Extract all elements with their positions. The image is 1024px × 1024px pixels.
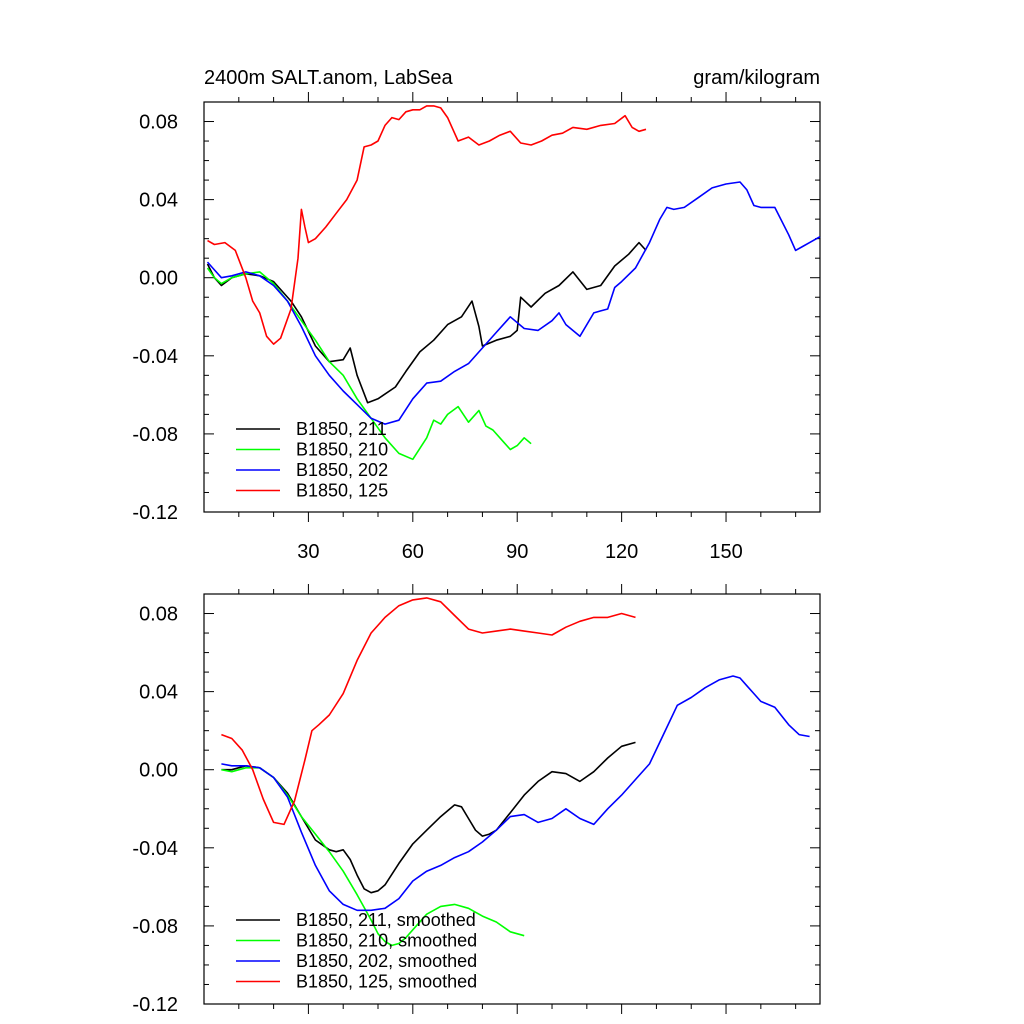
legend-label: B1850, 210, smoothed <box>296 931 477 951</box>
series-line <box>221 675 810 912</box>
y-tick-label: 0.08 <box>139 604 178 626</box>
legend-label: B1850, 125 <box>296 481 388 501</box>
y-tick-label: 0.00 <box>139 268 178 290</box>
legend-label: B1850, 210 <box>296 440 388 460</box>
y-tick-label: -0.04 <box>132 838 178 860</box>
legend-label: B1850, 125, smoothed <box>296 972 477 992</box>
units-label: gram/kilogram <box>693 67 820 89</box>
y-tick-label: 0.00 <box>139 760 178 782</box>
legend-label: B1850, 202 <box>296 460 388 480</box>
y-tick-label: -0.04 <box>132 346 178 368</box>
chart-title: 2400m SALT.anom, LabSea <box>204 67 454 89</box>
x-tick-label: 30 <box>297 541 319 563</box>
bottom-panel: -0.12 -0.08 -0.04 0.00 0.04 0.08 B1850, 211, s… <box>132 584 821 1016</box>
legend-label: B1850, 211 <box>296 419 387 439</box>
legend-label: B1850, 202, smoothed <box>296 951 477 971</box>
plot-frame <box>203 101 821 513</box>
plot-frame <box>203 593 821 1005</box>
y-tick-label: 0.04 <box>139 682 178 704</box>
top-panel: -0.12 -0.08 -0.04 0.00 0.04 0.08 30 60 90 120 150 B… <box>132 92 821 563</box>
x-tick-label: 120 <box>605 541 638 563</box>
y-tick-label: -0.08 <box>132 916 178 938</box>
series-line <box>206 181 821 425</box>
series-line <box>221 597 636 826</box>
y-tick-label: 0.08 <box>139 112 178 134</box>
y-tick-label: 0.04 <box>139 190 178 212</box>
series-line <box>206 267 532 461</box>
legend-label: B1850, 211, smoothed <box>296 910 476 930</box>
x-tick-label: 90 <box>506 541 528 563</box>
series-line <box>206 241 647 404</box>
x-tick-label: 150 <box>709 541 742 563</box>
y-tick-label: -0.12 <box>132 502 178 524</box>
y-tick-label: -0.12 <box>132 994 178 1016</box>
series-line <box>207 105 647 345</box>
y-tick-label: -0.08 <box>132 424 178 446</box>
x-tick-label: 60 <box>402 541 424 563</box>
